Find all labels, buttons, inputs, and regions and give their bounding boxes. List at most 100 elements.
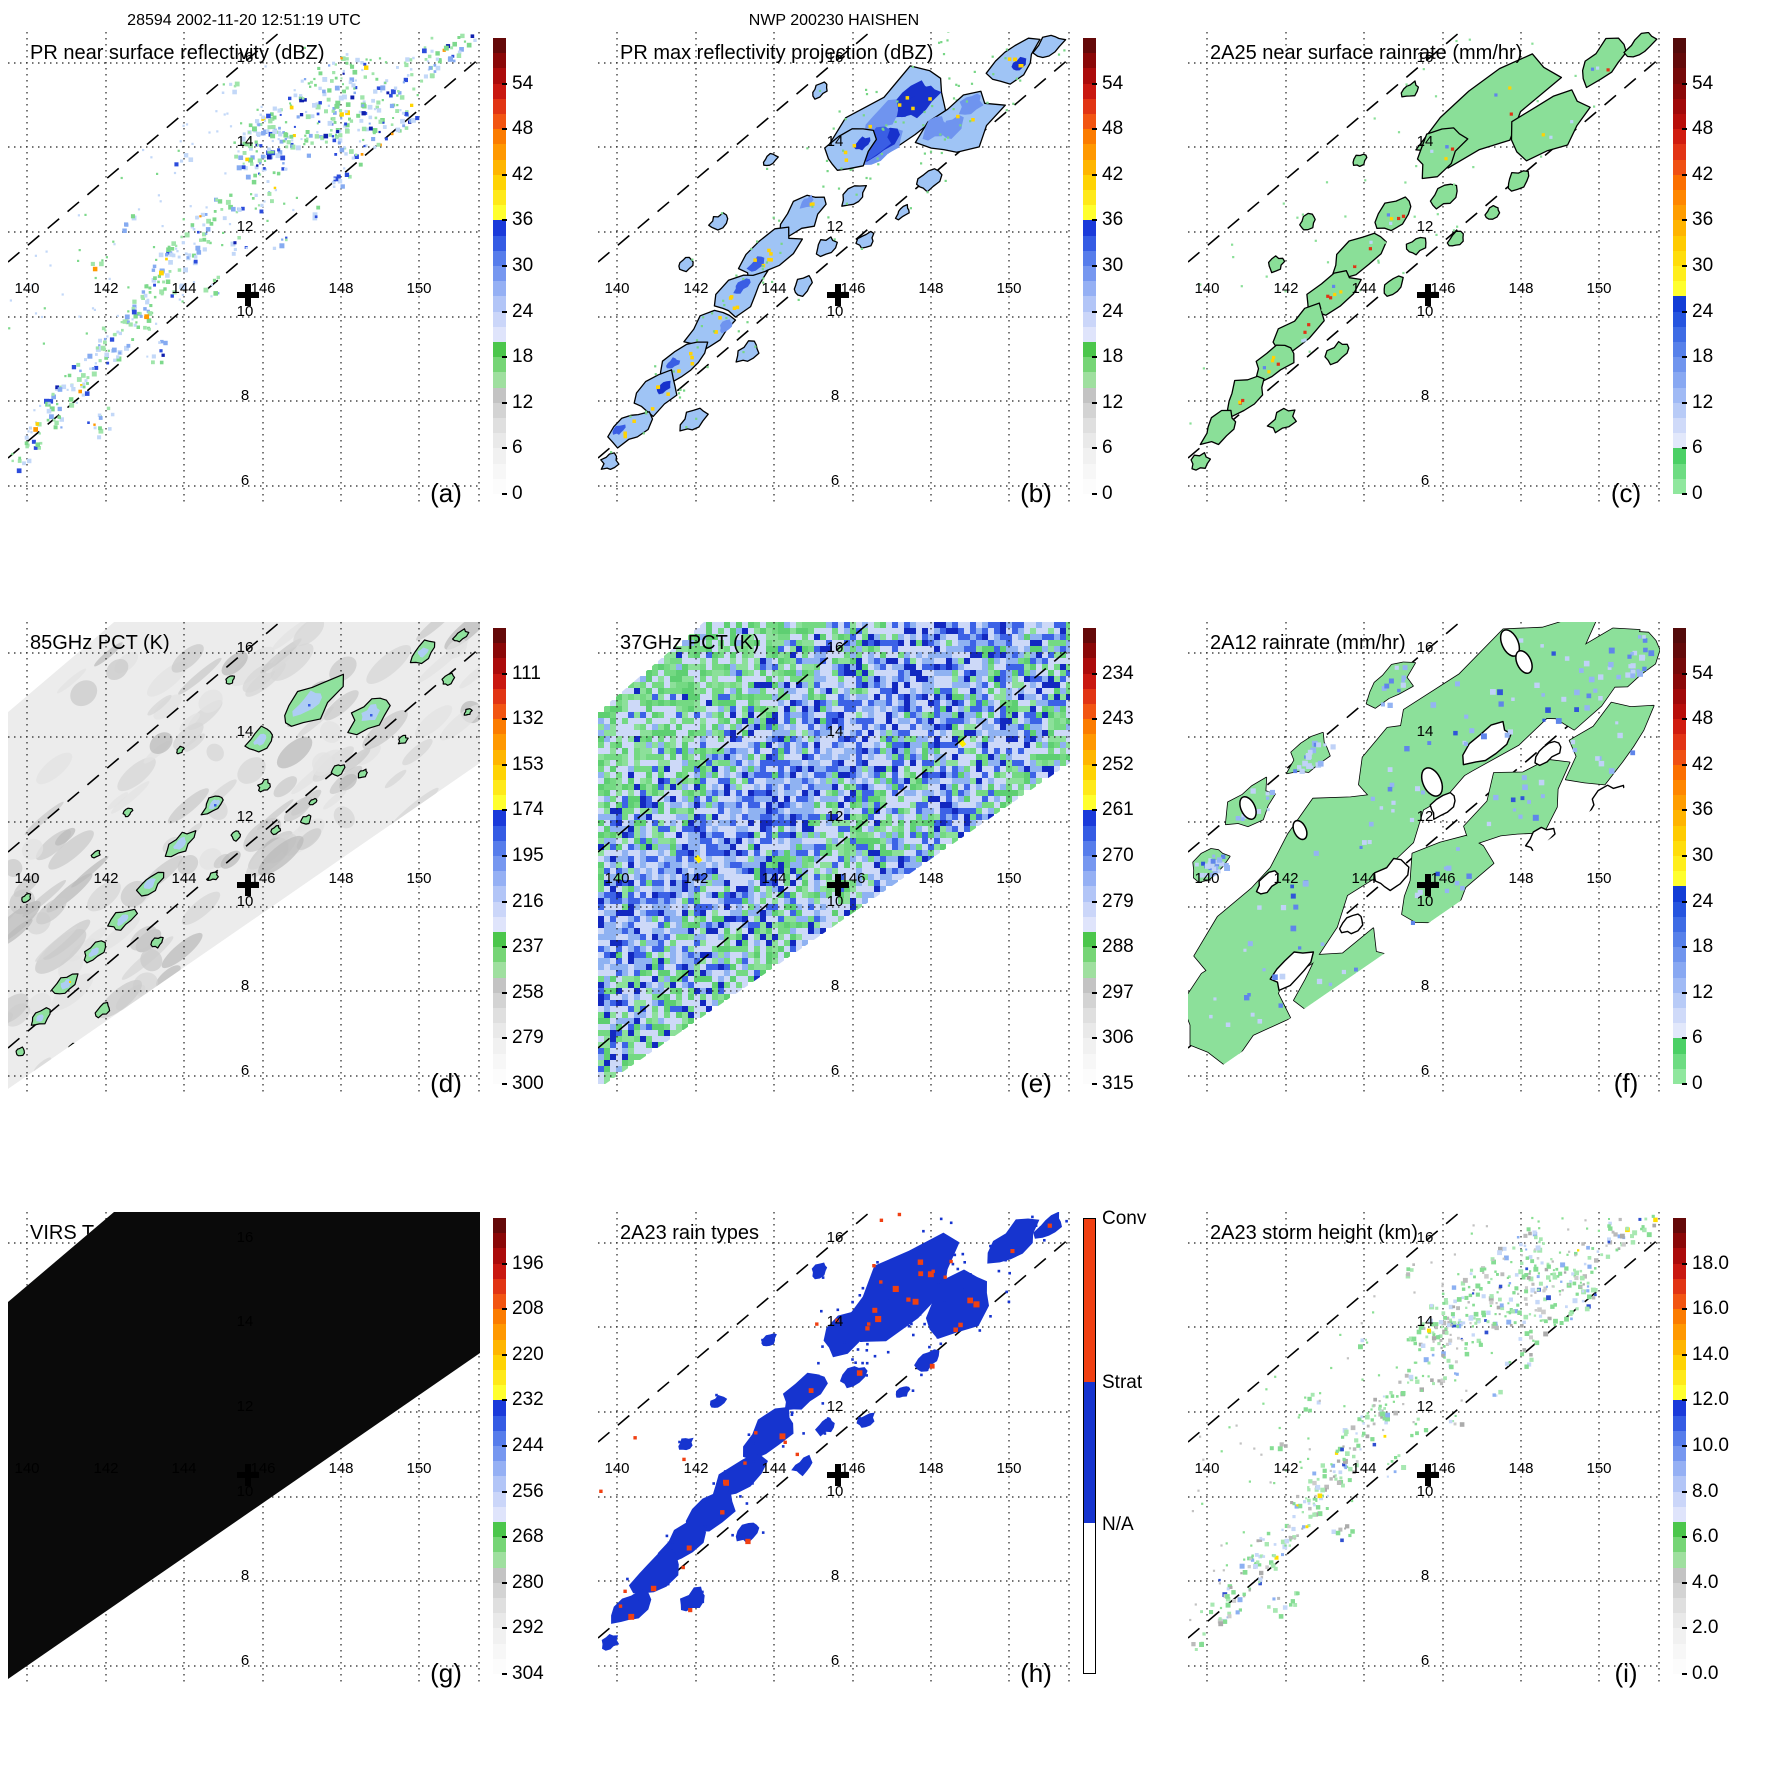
- colorbar-label: N/A: [1102, 1513, 1134, 1535]
- svg-text:16: 16: [827, 49, 844, 66]
- panel-h: 140 142 144 146 148 150 16 14 12 10 8 6 2A23 rain t…: [598, 1208, 1181, 1771]
- panel-letter: (c): [1610, 478, 1642, 508]
- panel-f: 140 142 144 146 148 150 16 14 12 10 8 6 2A12 rainra…: [1188, 622, 1771, 1207]
- svg-text:150: 150: [996, 280, 1021, 297]
- colorbar-tick-label: 30: [1692, 255, 1714, 276]
- svg-text:142: 142: [1273, 280, 1298, 297]
- svg-text:144: 144: [171, 870, 196, 887]
- colorbar-tick-label: 261: [1102, 799, 1134, 821]
- colorbar-tick-label: 54: [1692, 72, 1714, 94]
- panel-b: 140 142 144 146 148 150 16 14 12 10 8 6 PR max refl…: [598, 32, 1181, 617]
- svg-text:150: 150: [1586, 280, 1611, 297]
- colorbar-tick-label: 6: [512, 437, 523, 459]
- colorbar-tick-label: 0.0: [1692, 1663, 1719, 1684]
- panel-letter: (h): [1020, 1658, 1052, 1688]
- colorbar: [1083, 38, 1096, 495]
- panel-letter: (g): [430, 1658, 462, 1688]
- colorbar: [1083, 1218, 1096, 1674]
- colorbar-tick-label: 30: [512, 255, 534, 276]
- panel-a: 140 142 144 146 148 150 16 14 12 10 8 6 PR near sur…: [8, 32, 591, 617]
- svg-text:142: 142: [93, 870, 118, 887]
- panel-letter: (a): [430, 478, 462, 508]
- panel-title: 85GHz PCT (K): [30, 632, 170, 654]
- colorbar-tick-label: 132: [512, 708, 544, 730]
- colorbar-tick-label: 111: [512, 662, 541, 684]
- colorbar-tick-label: 232: [512, 1389, 544, 1411]
- svg-text:140: 140: [604, 280, 629, 297]
- colorbar-tick-label: 54: [1102, 72, 1124, 94]
- panel-letter: (b): [1020, 478, 1052, 508]
- panel-title: PR near surface reflectivity (dBZ): [30, 42, 325, 64]
- colorbar-tick-label: 234: [1102, 662, 1134, 684]
- colorbar-tick-label: 24: [1692, 300, 1714, 322]
- svg-text:14: 14: [827, 133, 844, 150]
- colorbar-tick-label: 243: [1102, 708, 1134, 730]
- colorbar-tick-label: 18: [1692, 936, 1714, 958]
- colorbar-tick-label: 0: [512, 483, 523, 504]
- svg-text:10: 10: [237, 893, 254, 910]
- colorbar-tick-label: 24: [512, 300, 534, 322]
- svg-text:150: 150: [406, 870, 431, 887]
- colorbar-tick-label: 268: [512, 1526, 544, 1548]
- colorbar-tick-label: 315: [1102, 1073, 1134, 1094]
- colorbar-tick-label: 12: [1692, 391, 1714, 413]
- svg-text:6: 6: [241, 1062, 249, 1079]
- colorbar-tick-label: 36: [1692, 799, 1714, 821]
- colorbar-tick-label: 4.0: [1692, 1571, 1719, 1593]
- colorbar-tick-label: 300: [512, 1073, 544, 1094]
- colorbar-tick-label: 48: [1692, 708, 1714, 730]
- colorbar: [1083, 628, 1096, 1085]
- colorbar-tick-label: 18: [512, 346, 534, 368]
- colorbar-tick-label: 12: [512, 391, 534, 413]
- svg-text:6: 6: [831, 472, 839, 489]
- colorbar-tick-label: 30: [1692, 845, 1714, 866]
- header-orbit-time: 28594 2002-11-20 12:51:19 UTC: [127, 12, 361, 29]
- svg-text:10: 10: [1417, 303, 1434, 320]
- svg-text:8: 8: [831, 387, 839, 404]
- colorbar-tick-label: 258: [512, 981, 544, 1003]
- colorbar-tick-label: 292: [512, 1617, 544, 1639]
- svg-text:16: 16: [237, 639, 254, 656]
- colorbar-tick-label: 0: [1692, 483, 1703, 504]
- panel-i: 140 142 144 146 148 150 16 14 12 10 8 6 2A23 storm …: [1188, 1212, 1771, 1771]
- svg-text:16: 16: [1417, 49, 1434, 66]
- colorbar-tick-label: 288: [1102, 936, 1134, 958]
- colorbar-tick-label: 8.0: [1692, 1480, 1719, 1502]
- svg-text:144: 144: [761, 280, 786, 297]
- panel-title: 37GHz PCT (K): [620, 632, 760, 654]
- colorbar-tick-label: 304: [512, 1663, 544, 1684]
- svg-text:12: 12: [827, 218, 844, 235]
- svg-text:148: 148: [1508, 280, 1533, 297]
- svg-text:148: 148: [328, 870, 353, 887]
- panel-letter: (i): [1614, 1658, 1638, 1688]
- svg-text:14: 14: [1417, 133, 1434, 150]
- svg-text:16: 16: [237, 49, 254, 66]
- colorbar-tick-label: 297: [1102, 981, 1134, 1003]
- panel-title: PR max reflectivity projection (dBZ): [620, 42, 934, 64]
- svg-text:8: 8: [1421, 387, 1429, 404]
- svg-text:8: 8: [241, 387, 249, 404]
- colorbar-tick-label: 30: [1102, 255, 1124, 276]
- colorbar-tick-label: 256: [512, 1480, 544, 1502]
- svg-text:150: 150: [406, 280, 431, 297]
- colorbar-tick-label: 36: [1692, 209, 1714, 231]
- colorbar-tick-label: 24: [1102, 300, 1124, 322]
- svg-text:10: 10: [827, 303, 844, 320]
- colorbar-tick-label: 216: [512, 890, 544, 912]
- colorbar-tick-label: 48: [1102, 118, 1124, 140]
- colorbar-tick-label: 36: [1102, 209, 1124, 231]
- panel-e: 140 142 144 146 148 150 16 14 12 10 8 6 37GHz PCT (…: [598, 622, 1181, 1207]
- panel-title: 2A12 rainrate (mm/hr): [1210, 632, 1406, 654]
- colorbar-tick-label: 6: [1102, 437, 1113, 459]
- colorbar-tick-label: 2.0: [1692, 1617, 1719, 1639]
- colorbar-tick-label: 244: [512, 1435, 544, 1456]
- colorbar-tick-label: 279: [1102, 890, 1134, 912]
- svg-text:140: 140: [14, 870, 39, 887]
- colorbar-tick-label: 280: [512, 1571, 544, 1593]
- colorbar-tick-label: 208: [512, 1298, 544, 1320]
- colorbar-tick-label: 12: [1692, 981, 1714, 1003]
